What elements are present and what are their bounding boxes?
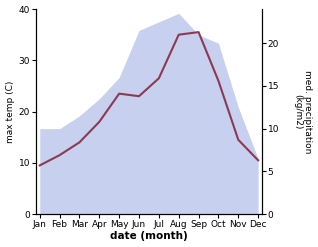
Y-axis label: med. precipitation
(kg/m2): med. precipitation (kg/m2) [293,70,313,153]
Y-axis label: max temp (C): max temp (C) [5,80,15,143]
X-axis label: date (month): date (month) [110,231,188,242]
